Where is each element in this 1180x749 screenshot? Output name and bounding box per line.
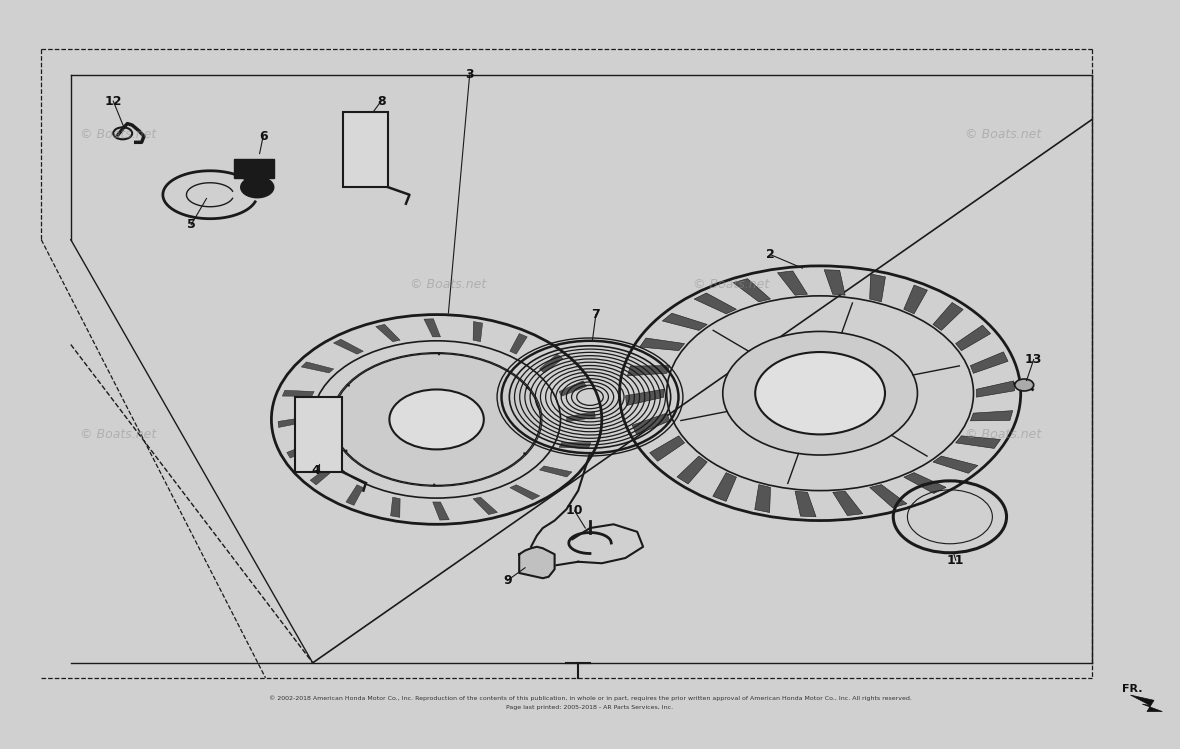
Circle shape — [722, 331, 918, 455]
Polygon shape — [301, 362, 334, 373]
Text: 3: 3 — [465, 68, 474, 82]
Polygon shape — [391, 497, 400, 518]
Text: © Boats.net: © Boats.net — [80, 128, 156, 142]
Text: 12: 12 — [105, 94, 122, 108]
Polygon shape — [904, 285, 927, 314]
Polygon shape — [625, 389, 664, 405]
Circle shape — [333, 354, 540, 485]
Polygon shape — [795, 491, 817, 517]
Polygon shape — [956, 325, 990, 351]
Text: © Boats.net: © Boats.net — [965, 128, 1041, 142]
Text: 6: 6 — [258, 130, 268, 143]
Circle shape — [1015, 379, 1034, 391]
Polygon shape — [278, 417, 307, 428]
Polygon shape — [566, 411, 595, 422]
Polygon shape — [970, 352, 1008, 373]
Polygon shape — [650, 436, 684, 461]
Text: © Boats.net: © Boats.net — [80, 428, 156, 441]
Polygon shape — [933, 303, 963, 330]
Text: © Boats.net: © Boats.net — [965, 428, 1041, 441]
Polygon shape — [473, 321, 483, 342]
Polygon shape — [539, 354, 563, 373]
Polygon shape — [473, 497, 498, 515]
Polygon shape — [559, 380, 586, 396]
Polygon shape — [510, 485, 539, 500]
Polygon shape — [755, 485, 771, 512]
Text: 13: 13 — [1025, 353, 1042, 366]
Polygon shape — [510, 333, 527, 354]
Polygon shape — [519, 547, 555, 578]
Text: 11: 11 — [948, 554, 964, 567]
Text: 5: 5 — [186, 218, 196, 231]
Polygon shape — [282, 390, 314, 396]
Polygon shape — [976, 381, 1015, 397]
Polygon shape — [970, 410, 1012, 421]
Polygon shape — [539, 466, 572, 477]
Text: 10: 10 — [566, 504, 583, 518]
Text: © Boats.net: © Boats.net — [411, 278, 486, 291]
Polygon shape — [870, 485, 907, 508]
Text: © 2002-2018 American Honda Motor Co., Inc. Reproduction of the contents of this : © 2002-2018 American Honda Motor Co., In… — [269, 695, 911, 701]
Text: 9: 9 — [503, 574, 512, 587]
Circle shape — [755, 352, 885, 434]
Polygon shape — [677, 456, 707, 484]
Text: © Boats.net: © Boats.net — [694, 278, 769, 291]
Polygon shape — [433, 502, 450, 520]
Polygon shape — [346, 485, 363, 506]
Polygon shape — [833, 491, 863, 515]
Polygon shape — [375, 324, 400, 342]
Polygon shape — [662, 313, 707, 330]
Polygon shape — [1130, 695, 1162, 712]
Polygon shape — [632, 413, 670, 434]
Polygon shape — [628, 366, 670, 376]
Circle shape — [389, 389, 484, 449]
Polygon shape — [559, 443, 591, 449]
Polygon shape — [933, 456, 978, 473]
Polygon shape — [640, 338, 684, 351]
Polygon shape — [713, 473, 736, 501]
Text: 8: 8 — [376, 94, 386, 108]
Circle shape — [241, 177, 274, 198]
Polygon shape — [733, 279, 771, 302]
Bar — [343, 112, 388, 187]
Polygon shape — [824, 270, 845, 295]
Bar — [234, 159, 274, 178]
Text: 7: 7 — [591, 308, 601, 321]
Polygon shape — [694, 293, 736, 314]
Polygon shape — [870, 274, 885, 302]
Text: 4: 4 — [312, 464, 321, 477]
Polygon shape — [904, 473, 946, 494]
Polygon shape — [424, 319, 440, 337]
Polygon shape — [334, 339, 363, 354]
Polygon shape — [310, 466, 334, 485]
Bar — [295, 397, 342, 472]
Polygon shape — [778, 271, 807, 295]
Text: Page last printed: 2005-2018 - AR Parts Services, Inc.: Page last printed: 2005-2018 - AR Parts … — [506, 706, 674, 710]
Text: 2: 2 — [766, 248, 775, 261]
Polygon shape — [287, 443, 314, 458]
Polygon shape — [956, 436, 1001, 449]
Text: FR.: FR. — [1122, 684, 1142, 694]
